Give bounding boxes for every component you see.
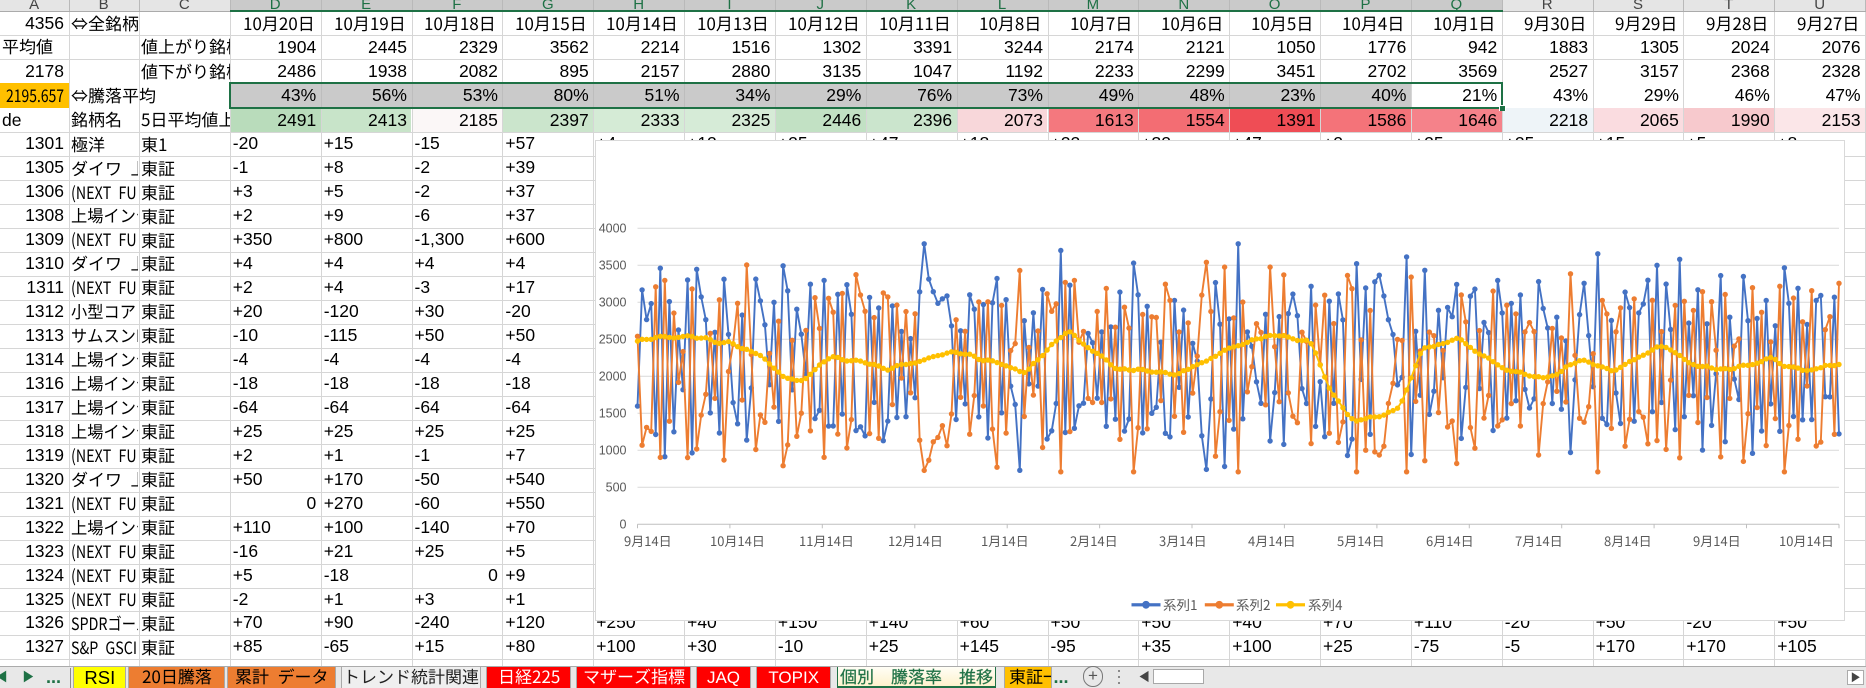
- svg-text:2500: 2500: [598, 333, 626, 347]
- svg-text:0: 0: [619, 518, 626, 532]
- svg-text:4000: 4000: [598, 222, 626, 236]
- svg-text:500: 500: [605, 481, 626, 495]
- svg-text:3000: 3000: [598, 296, 626, 310]
- svg-text:2000: 2000: [598, 370, 626, 384]
- svg-text:1500: 1500: [598, 407, 626, 421]
- svg-text:3500: 3500: [598, 259, 626, 273]
- svg-text:1000: 1000: [598, 444, 626, 458]
